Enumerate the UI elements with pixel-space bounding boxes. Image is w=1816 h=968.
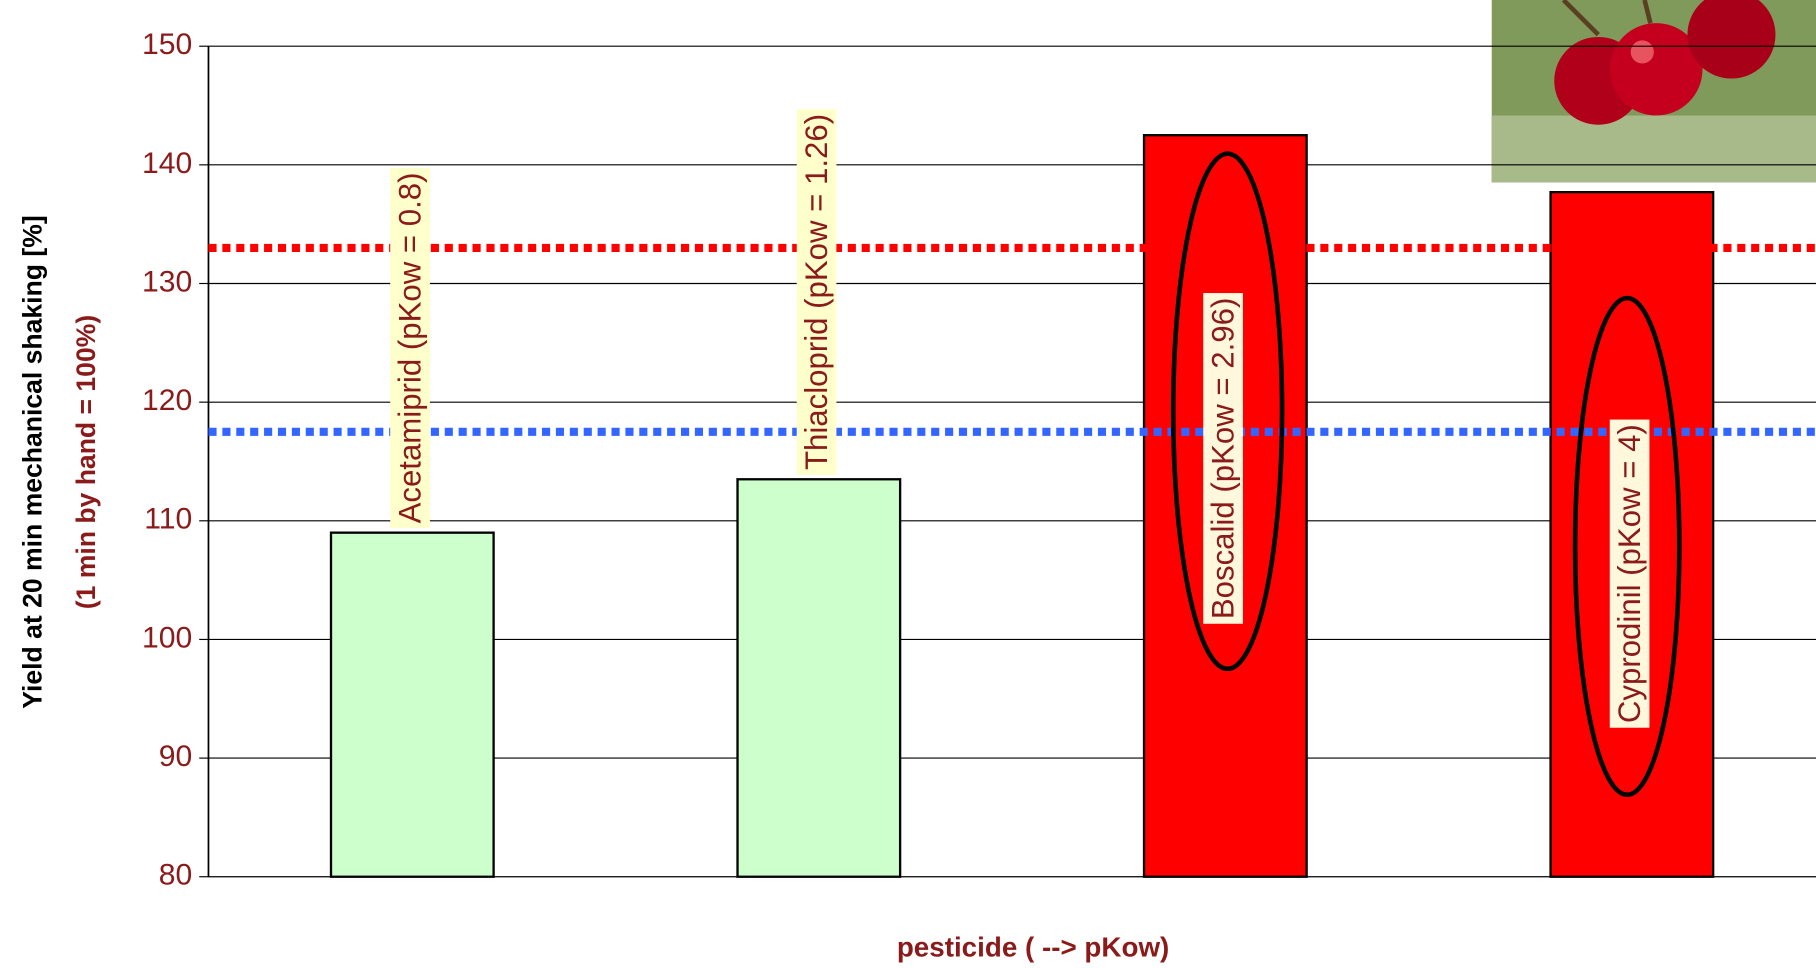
y-tick-label: 80 xyxy=(159,859,192,892)
cherry-photo xyxy=(1491,0,1816,183)
y-axis-title: Yield at 20 min mechanical shaking [%] xyxy=(18,215,48,708)
y-axis-subtitle: (1 min by hand = 100%) xyxy=(71,315,101,609)
highlight-ellipses xyxy=(1170,151,1682,798)
category-label-text: Cyprodinil (pKow = 4) xyxy=(1612,424,1647,723)
y-tick-label: 120 xyxy=(142,384,192,417)
category-label: Boscalid (pKow = 2.96) xyxy=(1203,293,1243,624)
category-label: Acetamiprid (pKow = 0.8) xyxy=(390,167,430,529)
category-label-bg xyxy=(796,109,837,475)
x-axis-title: pesticide ( --> pKow) xyxy=(897,931,1169,962)
category-label-text: Thiacloprid (pKow = 1.26) xyxy=(799,114,834,470)
y-tick-label: 130 xyxy=(142,265,192,298)
y-tick-label: 90 xyxy=(159,740,192,773)
category-label: Cyprodinil (pKow = 4) xyxy=(1609,419,1650,728)
y-tick-label: 150 xyxy=(142,28,192,61)
category-label-text: Acetamiprid (pKow = 0.8) xyxy=(393,173,428,524)
category-label-bg xyxy=(390,167,430,529)
y-tick-label: 100 xyxy=(142,621,192,654)
bar xyxy=(736,478,902,878)
category-label-bg xyxy=(1203,293,1243,624)
y-tick-label: 110 xyxy=(144,503,192,536)
category-label-bg xyxy=(1609,419,1650,728)
bar xyxy=(329,531,495,878)
category-label-text: Boscalid (pKow = 2.96) xyxy=(1206,298,1241,619)
y-tick-label: 140 xyxy=(142,147,192,180)
category-label: Thiacloprid (pKow = 1.26) xyxy=(796,109,837,475)
